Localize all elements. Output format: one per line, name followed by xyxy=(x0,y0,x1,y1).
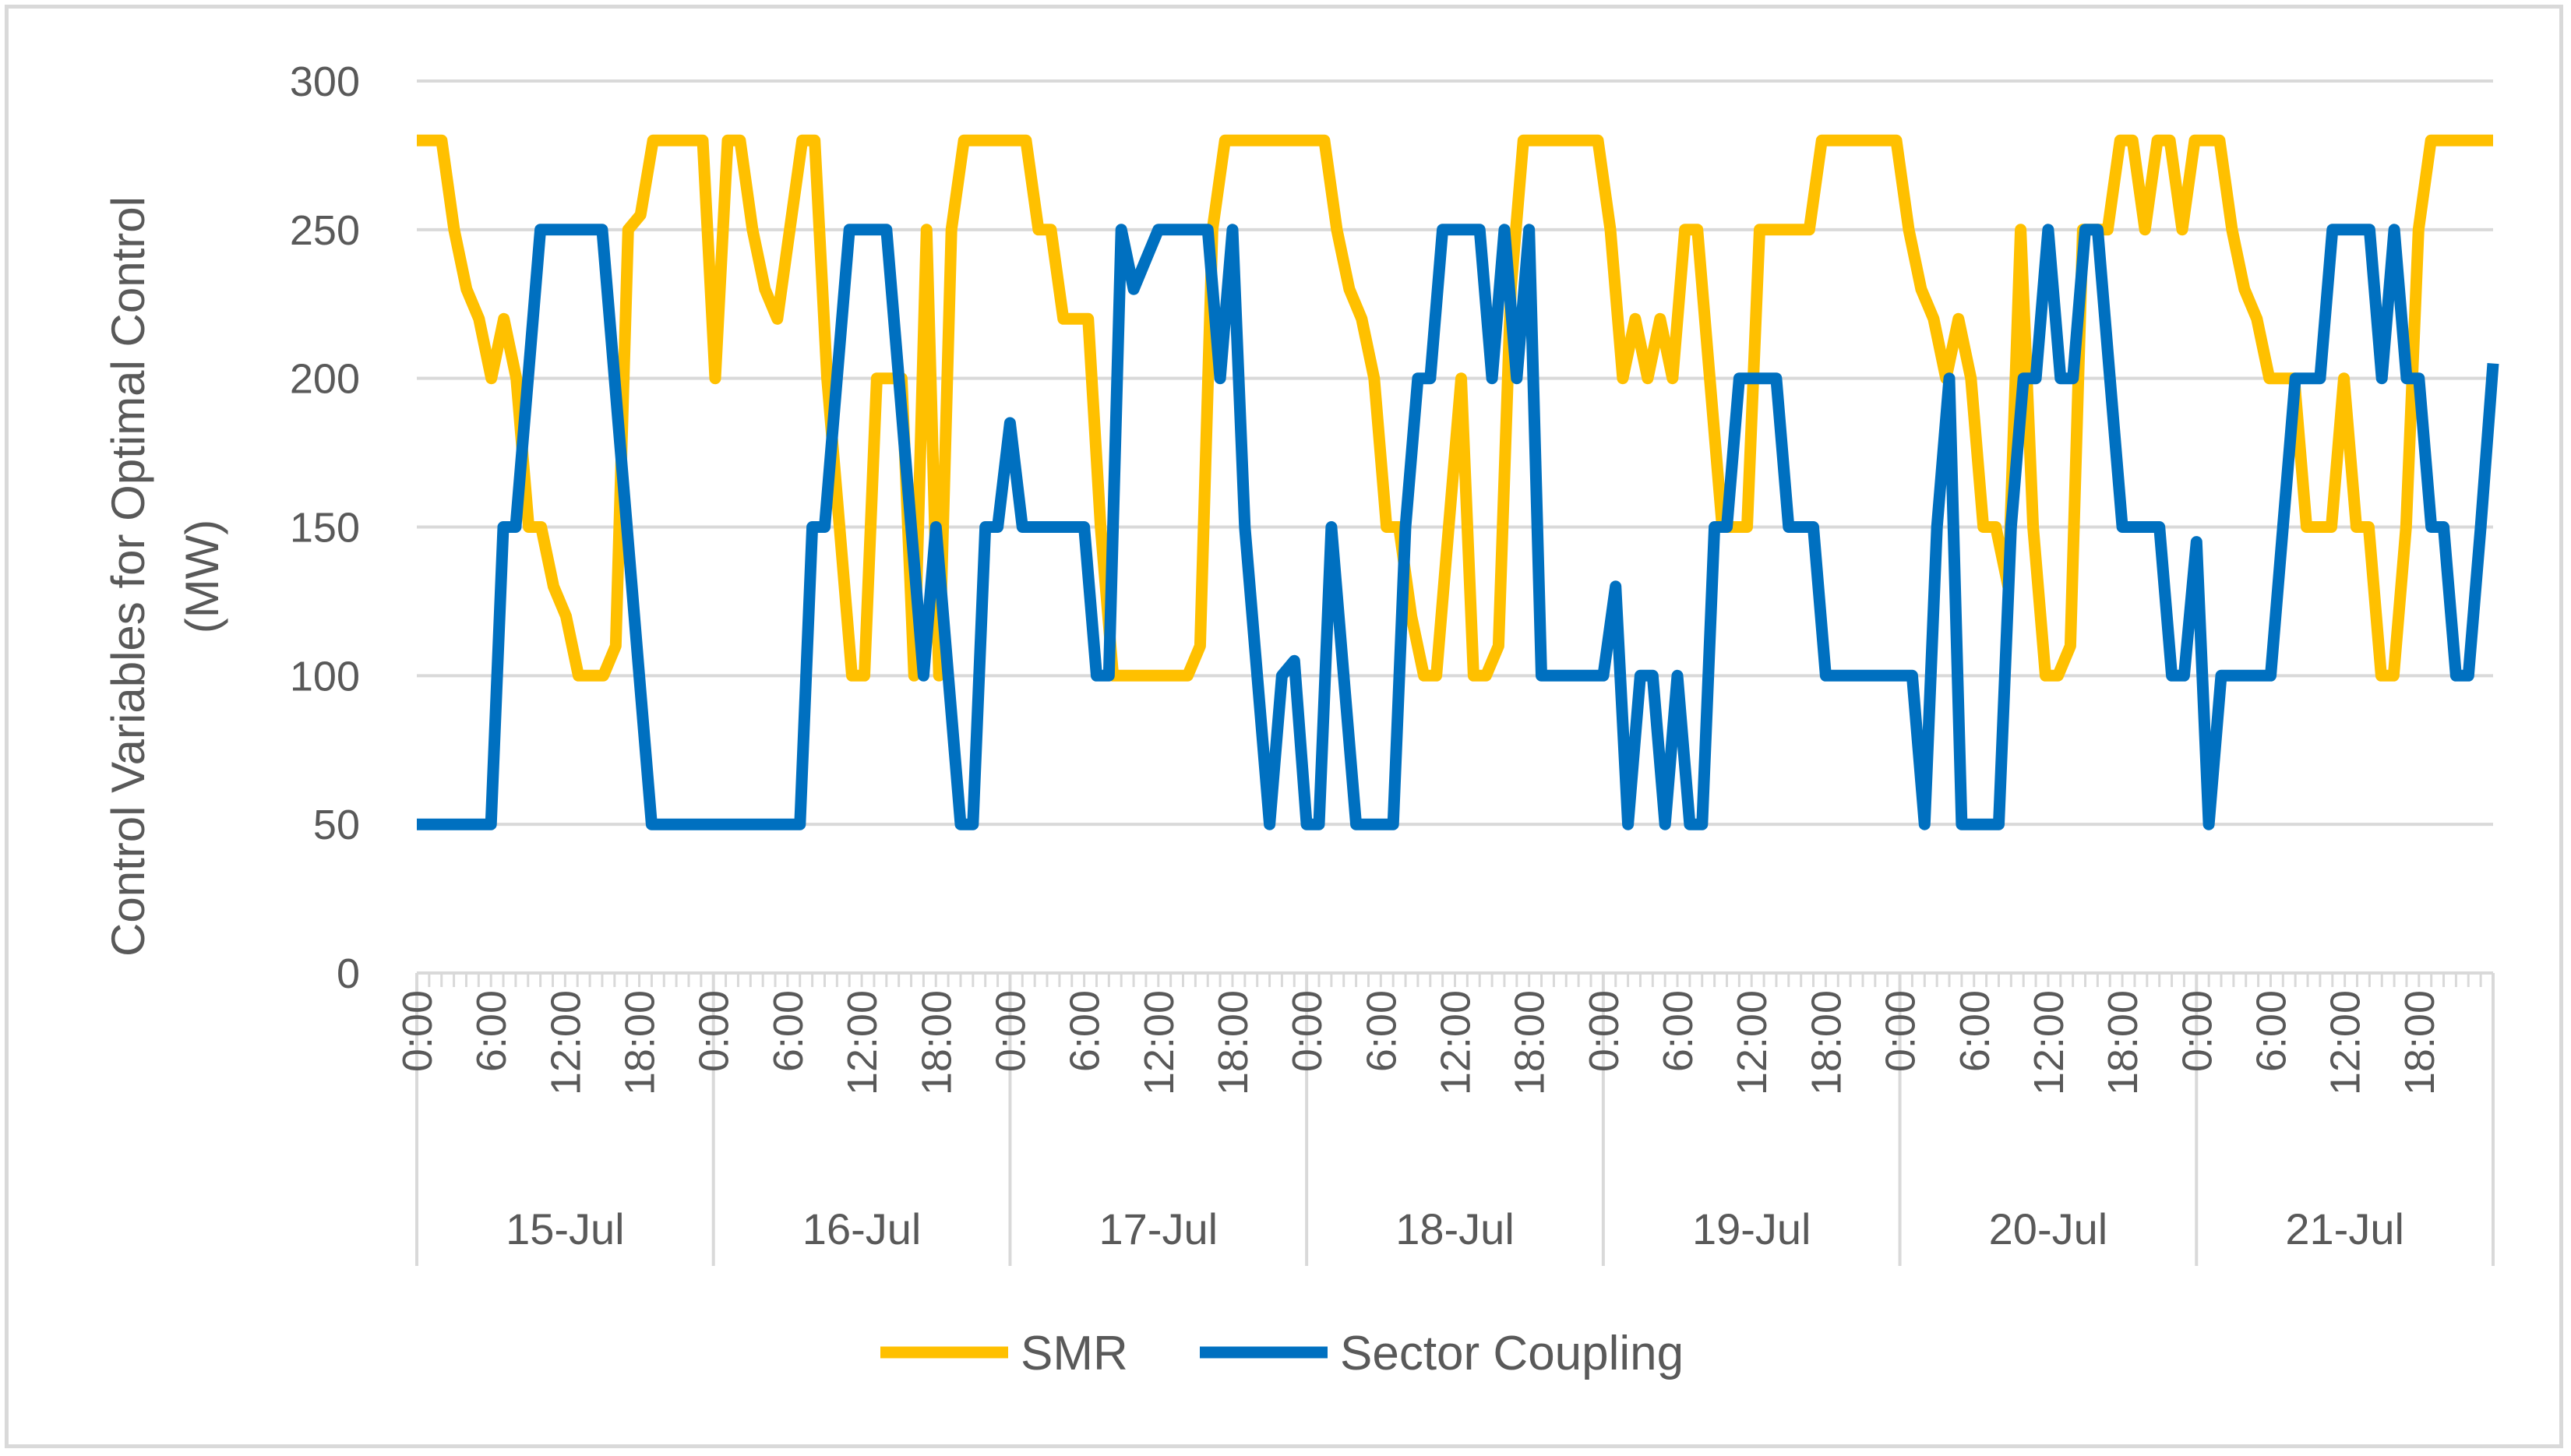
x-hour-label: 12:00 xyxy=(542,990,589,1095)
x-day-label: 20-Jul xyxy=(1989,1204,2108,1253)
x-hour-label: 12:00 xyxy=(2026,990,2072,1095)
x-hour-label: 18:00 xyxy=(1507,990,1554,1095)
chart-frame xyxy=(5,5,2563,1448)
x-hour-label: 0:00 xyxy=(1284,990,1331,1072)
legend-label-smr: SMR xyxy=(1021,1327,1128,1380)
series-line-smr xyxy=(417,134,2493,682)
x-hour-label: 0:00 xyxy=(1581,990,1628,1072)
x-hour-label: 18:00 xyxy=(617,990,664,1095)
x-day-label: 17-Jul xyxy=(1099,1204,1218,1253)
x-hour-label: 18:00 xyxy=(913,990,960,1095)
series-line-sector-coupling xyxy=(417,224,2499,830)
x-hour-label: 6:00 xyxy=(1952,990,1998,1072)
legend-label-sector-coupling: Sector Coupling xyxy=(1340,1327,1684,1380)
y-tick-label: 50 xyxy=(313,802,360,848)
x-hour-label: 6:00 xyxy=(1655,990,1702,1072)
y-axis-label-line1: Control Variables for Optimal Control xyxy=(102,196,154,957)
x-hour-label: 0:00 xyxy=(987,990,1034,1072)
series-layer xyxy=(417,134,2499,830)
x-hour-label: 12:00 xyxy=(1136,990,1183,1095)
x-hour-label: 6:00 xyxy=(1062,990,1109,1072)
x-hour-label: 18:00 xyxy=(1210,990,1257,1095)
x-hour-label: 12:00 xyxy=(1729,990,1776,1095)
y-tick-label: 200 xyxy=(290,356,360,403)
y-tick-label: 250 xyxy=(290,207,360,254)
x-day-label: 18-Jul xyxy=(1395,1204,1515,1253)
x-hour-label: 6:00 xyxy=(2248,990,2294,1072)
legend: SMR Sector Coupling xyxy=(880,1327,1684,1380)
x-hour-label: 6:00 xyxy=(1358,990,1405,1072)
x-axis: 0:00 6:00 12:00 18:00 15-Jul 0:00 6:00 12:00 18:… xyxy=(394,971,2495,1266)
y-tick-labels: 0 50 100 150 200 250 300 xyxy=(290,58,360,997)
y-tick-label: 0 xyxy=(337,950,360,997)
x-day-label: 21-Jul xyxy=(2285,1204,2404,1253)
x-hour-label: 0:00 xyxy=(2174,990,2220,1072)
y-axis-label-line2: (MW) xyxy=(176,520,228,634)
x-hour-label: 12:00 xyxy=(2322,990,2369,1095)
y-tick-label: 300 xyxy=(290,58,360,105)
x-hour-label: 18:00 xyxy=(2100,990,2146,1095)
x-hour-label: 12:00 xyxy=(1433,990,1479,1095)
x-day-label: 15-Jul xyxy=(506,1204,625,1253)
x-hour-label: 6:00 xyxy=(765,990,812,1072)
x-hour-label: 6:00 xyxy=(468,990,515,1072)
x-hour-label: 18:00 xyxy=(1803,990,1850,1095)
x-hour-label: 0:00 xyxy=(1878,990,1924,1072)
y-tick-label: 100 xyxy=(290,653,360,700)
x-hour-label: 0:00 xyxy=(394,990,441,1072)
x-hour-label: 18:00 xyxy=(2396,990,2443,1095)
y-axis-label: Control Variables for Optimal Control (M… xyxy=(102,196,228,957)
x-day-label: 19-Jul xyxy=(1692,1204,1811,1253)
x-hour-label: 0:00 xyxy=(691,990,738,1072)
x-hour-label: 12:00 xyxy=(839,990,886,1095)
y-tick-label: 150 xyxy=(290,505,360,552)
x-day-label: 16-Jul xyxy=(802,1204,922,1253)
